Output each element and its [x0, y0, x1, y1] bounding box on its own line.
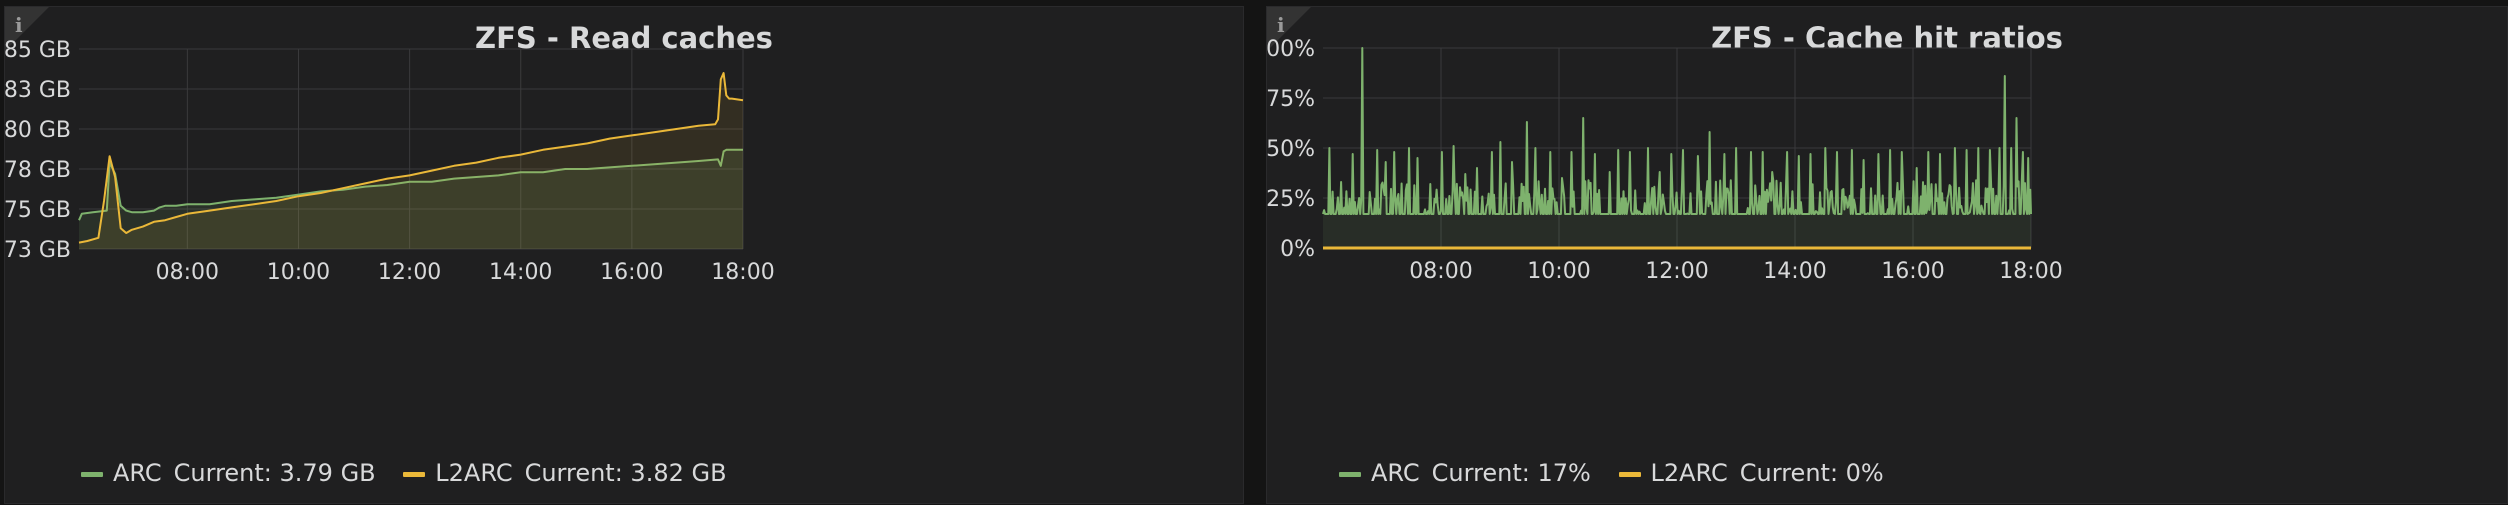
x-tick-label: 12:00 [378, 260, 441, 285]
y-tick-label: 3.83 GB [5, 78, 71, 103]
y-tick-label: 0% [1280, 237, 1315, 262]
legend-current-value: Current: 0% [1739, 459, 1884, 487]
legend-item-l2arc[interactable]: L2ARC Current: 0% [1618, 459, 1884, 487]
x-tick-label: 18:00 [1999, 259, 2062, 284]
x-tick-label: 10:00 [1527, 259, 1590, 284]
legend-current-value: Current: 3.82 GB [524, 459, 727, 487]
l2arc-series-line [78, 72, 744, 244]
arc-swatch [1339, 471, 1361, 477]
l2arc-swatch [1618, 471, 1641, 477]
x-tick-label: 16:00 [600, 260, 663, 285]
arc-series-line [78, 148, 743, 221]
y-tick-label: 3.85 GB [5, 38, 71, 63]
x-tick-label: 08:00 [1409, 259, 1472, 284]
arc-series-line [1322, 47, 2032, 215]
cache-hit-ratios-panel: i ZFS - Cache hit ratios 0% 25% 50% 75% 100%… [1266, 6, 2508, 504]
info-icon[interactable]: i [1277, 13, 1285, 37]
x-tick-label: 14:00 [1763, 259, 1826, 284]
cache-hit-ratios-chart: 0% 25% 50% 75% 100% 08:00 10:00 12:00 14:00 16:00… [1267, 37, 2063, 284]
y-tick-label: 3.75 GB [5, 198, 71, 223]
x-tick-label: 12:00 [1645, 259, 1708, 284]
x-tick-label: 18:00 [711, 260, 774, 285]
arc-series-area [79, 149, 743, 249]
arc-swatch [81, 471, 103, 477]
y-tick-label: 3.73 GB [5, 238, 71, 263]
y-tick-label: 50% [1267, 137, 1315, 162]
info-corner[interactable] [5, 7, 49, 51]
x-tick-label: 08:00 [156, 260, 219, 285]
legend: ARC Current: 17% L2ARC Current: 0% [1339, 459, 1904, 487]
y-tick-label: 75% [1267, 87, 1315, 112]
legend-item-l2arc[interactable]: L2ARC Current: 3.82 GB [403, 459, 727, 487]
y-tick-label: 100% [1267, 37, 1315, 62]
legend-current-value: Current: 17% [1431, 459, 1591, 487]
read-caches-panel: i ZFS - Read caches 3.73 GB3.75 GB3.78 G… [4, 6, 1244, 504]
y-tick-label: 25% [1267, 187, 1315, 212]
info-icon[interactable]: i [15, 13, 23, 37]
x-tick-label: 10:00 [267, 260, 330, 285]
legend-current-value: Current: 3.79 GB [173, 459, 376, 487]
y-tick-label: 3.78 GB [5, 158, 71, 183]
legend-series-name: ARC [113, 459, 162, 487]
info-corner[interactable] [1267, 7, 1311, 51]
x-tick-label: 16:00 [1881, 259, 1944, 284]
read-caches-chart: 3.73 GB 3.75 GB 3.78 GB 3.80 GB 3.83 GB 3.85 … [5, 38, 775, 285]
panel-title[interactable]: ZFS - Cache hit ratios [1711, 21, 2063, 55]
l2arc-series-area [79, 73, 743, 249]
legend: ARC Current: 3.79 GB L2ARC Current: 3.82 G… [81, 459, 747, 487]
legend-series-name: L2ARC [1650, 459, 1728, 487]
y-tick-label: 3.80 GB [5, 118, 71, 143]
legend-item-arc[interactable]: ARC Current: 17% [1339, 459, 1591, 487]
legend-series-name: ARC [1371, 459, 1420, 487]
x-tick-label: 14:00 [489, 260, 552, 285]
legend-series-name: L2ARC [435, 459, 513, 487]
legend-item-arc[interactable]: ARC Current: 3.79 GB [81, 459, 376, 487]
l2arc-swatch [403, 471, 426, 477]
